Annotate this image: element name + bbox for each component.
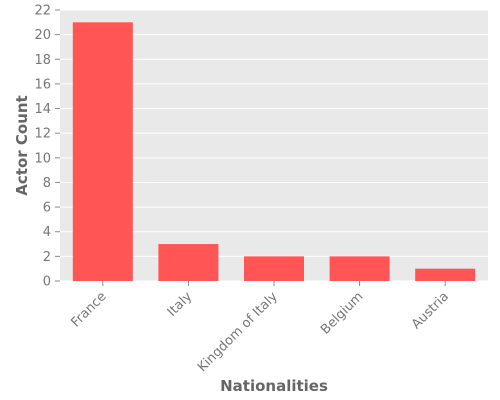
y-tick-label-2: 4 (43, 225, 51, 240)
y-tick-label-9: 18 (34, 53, 51, 68)
x-tick-label-4: Austria (409, 289, 452, 332)
bar-kingdom-of-italy (244, 256, 304, 281)
bar-france (72, 22, 133, 282)
y-tick-label-0: 0 (43, 275, 51, 290)
y-tick-label-8: 16 (34, 77, 51, 92)
x-tick-label-1: Italy (165, 289, 196, 320)
y-tick-label-6: 12 (34, 127, 51, 142)
bars (72, 22, 476, 282)
x-axis-title: Nationalities (220, 377, 328, 395)
y-tick-label-4: 8 (43, 176, 51, 191)
bar-italy (158, 244, 219, 281)
bar-belgium (329, 256, 390, 281)
y-tick-label-5: 10 (34, 151, 51, 166)
x-tick-label-2: Kingdom of Italy (195, 289, 281, 375)
y-tick-label-10: 20 (34, 28, 51, 43)
x-tick-label-0: France (68, 289, 109, 330)
bar-austria (415, 268, 476, 281)
y-tick-label-3: 6 (43, 201, 51, 216)
x-tick-label-3: Belgium (318, 289, 366, 337)
y-tick-label-11: 22 (34, 4, 51, 19)
y-tick-label-7: 14 (34, 102, 51, 117)
y-axis-ticks: 0 2 4 6 8 10 12 14 16 18 20 22 (34, 4, 60, 290)
y-tick-label-1: 2 (43, 250, 51, 265)
x-axis-ticks: France Italy Kingdom of Italy Belgium Austri… (68, 281, 452, 375)
y-axis-title: Actor Count (13, 95, 31, 195)
